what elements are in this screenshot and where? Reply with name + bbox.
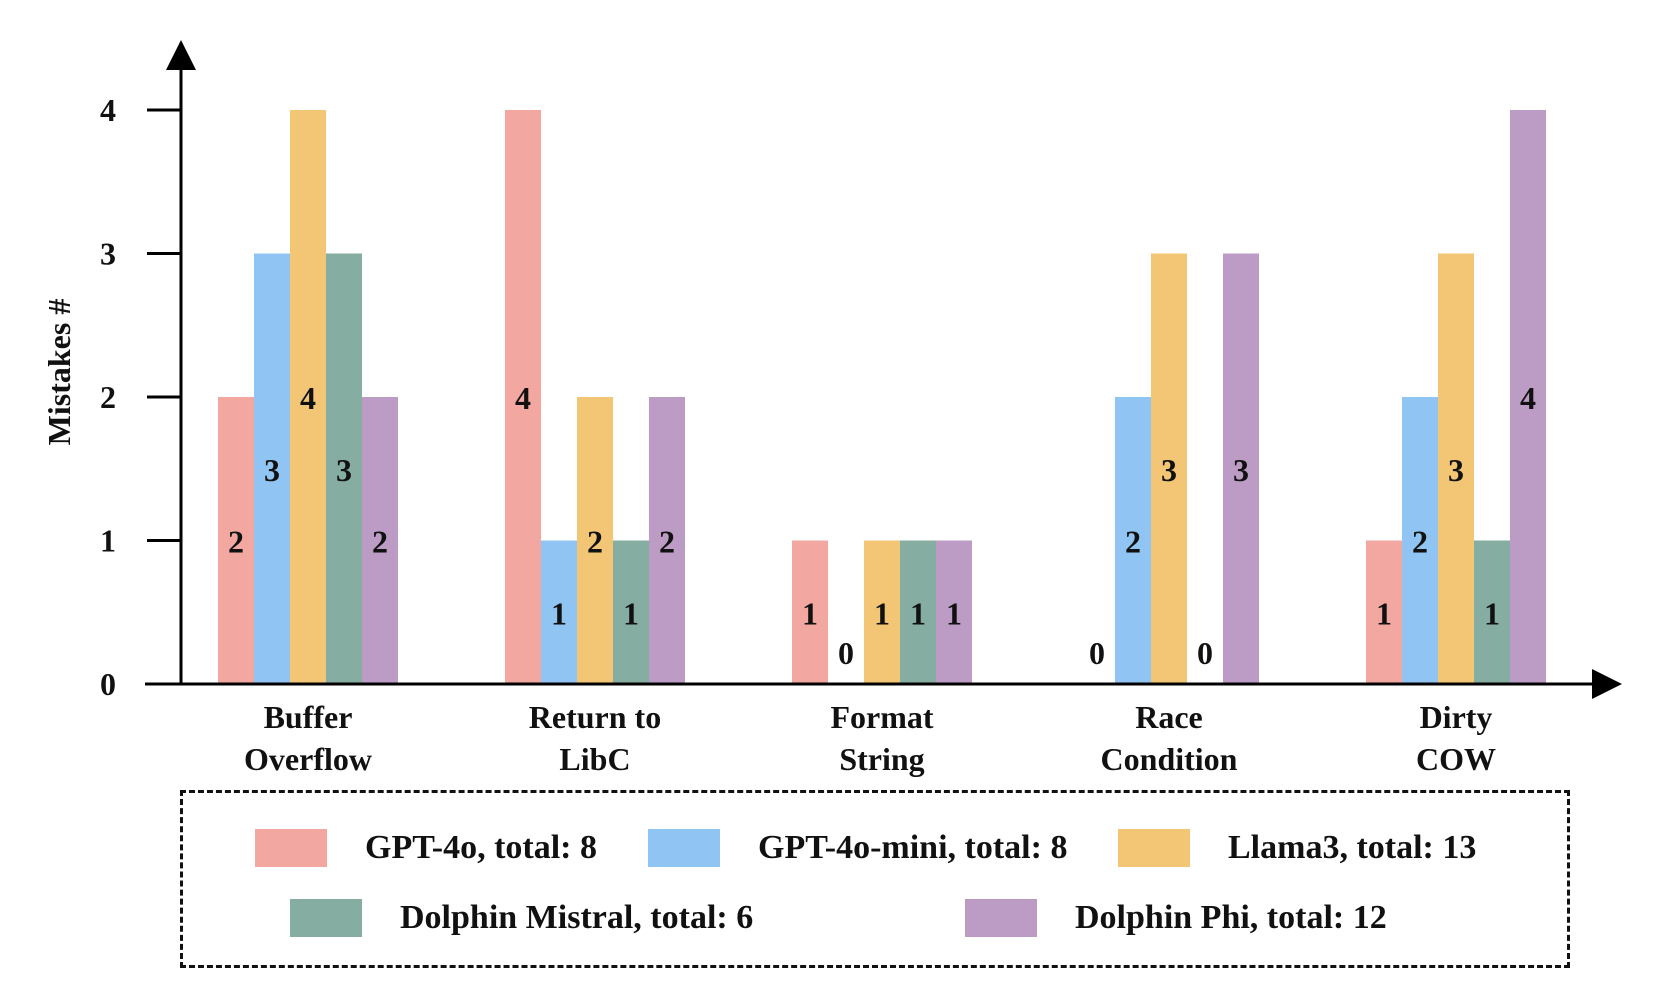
bar-dirty-cow-gpt-4o [1366, 540, 1402, 684]
x-tick-label-line: Dirty [1420, 699, 1493, 735]
x-tick-label-line: LibC [559, 741, 630, 777]
legend-label-gpt-4o: GPT-4o, total: 8 [365, 829, 598, 866]
bar-value-label-buffer-overflow-llama3: 4 [300, 380, 316, 416]
bar-buffer-overflow-llama3 [290, 110, 326, 684]
y-tick-label-4: 4 [100, 92, 116, 128]
y-tick-label-3: 3 [100, 236, 116, 272]
x-tick-label-line: Condition [1101, 741, 1238, 777]
bar-value-label-return-to-libc-gpt-4o-mini: 1 [551, 595, 567, 631]
legend-label-llama3: Llama3, total: 13 [1228, 829, 1477, 866]
axes-layer [145, 40, 1622, 699]
bar-race-condition-gpt-4o-mini [1115, 397, 1151, 684]
bar-value-label-dirty-cow-dolphin-phi: 4 [1520, 380, 1536, 416]
legend-swatch-dolphin-mistral [290, 899, 362, 937]
legend-label-dolphin-phi: Dolphin Phi, total: 12 [1075, 899, 1387, 936]
x-ticks-layer: Buffer Overflow Return to LibC Format String R… [244, 699, 1496, 777]
legend-swatch-gpt-4o [255, 829, 327, 867]
bar-format-string-llama3 [864, 540, 900, 684]
bar-return-to-libc-dolphin-mistral [613, 540, 649, 684]
bar-value-label-race-condition-dolphin-phi: 3 [1233, 452, 1249, 488]
legend-item-dolphin-phi: Dolphin Phi, total: 12 [965, 899, 1387, 937]
bar-value-label-race-condition-gpt-4o-mini: 2 [1125, 524, 1141, 560]
legend-item-dolphin-mistral: Dolphin Mistral, total: 6 [290, 899, 753, 937]
x-tick-label-line: String [839, 741, 924, 777]
bar-value-label-buffer-overflow-gpt-4o: 2 [228, 524, 244, 560]
bar-value-label-buffer-overflow-dolphin-phi: 2 [372, 524, 388, 560]
bar-value-label-return-to-libc-gpt-4o: 4 [515, 380, 531, 416]
x-tick-label-buffer-overflow: Buffer Overflow [244, 699, 372, 777]
bar-value-label-race-condition-dolphin-mistral: 0 [1197, 635, 1213, 671]
bar-dirty-cow-dolphin-phi [1510, 110, 1546, 684]
x-tick-label-format-string: Format String [830, 699, 933, 777]
x-tick-label-line: Buffer [264, 699, 353, 735]
bar-value-label-dirty-cow-llama3: 3 [1448, 452, 1464, 488]
bar-value-label-buffer-overflow-gpt-4o-mini: 3 [264, 452, 280, 488]
bar-dirty-cow-llama3 [1438, 253, 1474, 684]
bar-value-label-buffer-overflow-dolphin-mistral: 3 [336, 452, 352, 488]
bar-value-label-race-condition-llama3: 3 [1161, 452, 1177, 488]
bar-buffer-overflow-dolphin-mistral [326, 253, 362, 684]
legend-swatch-llama3 [1118, 829, 1190, 867]
x-tick-label-line: Race [1135, 699, 1203, 735]
y-axis-label: Mistakes # [41, 299, 77, 446]
bar-value-label-return-to-libc-llama3: 2 [587, 524, 603, 560]
bar-return-to-libc-gpt-4o [505, 110, 541, 684]
bar-return-to-libc-dolphin-phi [649, 397, 685, 684]
y-tick-label-0: 0 [100, 666, 116, 702]
y-ticks-layer: 0 1 2 3 4 [100, 92, 181, 702]
x-tick-label-line: Return to [529, 699, 661, 735]
x-tick-label-line: Format [830, 699, 933, 735]
legend-swatch-gpt-4o-mini [648, 829, 720, 867]
y-tick-label-2: 2 [100, 379, 116, 415]
bar-value-label-dirty-cow-dolphin-mistral: 1 [1484, 595, 1500, 631]
bars-layer [218, 110, 1546, 684]
legend-label-dolphin-mistral: Dolphin Mistral, total: 6 [400, 899, 754, 936]
bar-buffer-overflow-gpt-4o [218, 397, 254, 684]
bar-return-to-libc-llama3 [577, 397, 613, 684]
bar-buffer-overflow-dolphin-phi [362, 397, 398, 684]
bar-value-label-format-string-dolphin-mistral: 1 [910, 595, 926, 631]
bar-dirty-cow-dolphin-mistral [1474, 540, 1510, 684]
bar-value-label-return-to-libc-dolphin-phi: 2 [659, 524, 675, 560]
bar-value-label-dirty-cow-gpt-4o-mini: 2 [1412, 524, 1428, 560]
legend-swatch-dolphin-phi [965, 899, 1037, 937]
bar-value-label-dirty-cow-gpt-4o: 1 [1376, 595, 1392, 631]
bar-format-string-dolphin-phi [936, 540, 972, 684]
legend-item-llama3: Llama3, total: 13 [1118, 829, 1476, 867]
legend-item-gpt-4o: GPT-4o, total: 8 [255, 829, 597, 867]
bar-value-label-format-string-gpt-4o: 1 [802, 595, 818, 631]
bar-value-label-format-string-llama3: 1 [874, 595, 890, 631]
x-tick-label-line: Overflow [244, 741, 372, 777]
legend: GPT-4o, total: 8 GPT-4o-mini, total: 8 L… [180, 790, 1570, 968]
bar-value-label-format-string-dolphin-phi: 1 [946, 595, 962, 631]
legend-label-gpt-4o-mini: GPT-4o-mini, total: 8 [758, 829, 1068, 866]
bar-race-condition-dolphin-phi [1223, 253, 1259, 684]
bar-value-label-race-condition-gpt-4o: 0 [1089, 635, 1105, 671]
bar-buffer-overflow-gpt-4o-mini [254, 253, 290, 684]
x-tick-label-dirty-cow: Dirty COW [1416, 699, 1496, 777]
bar-value-label-format-string-gpt-4o-mini: 0 [838, 635, 854, 671]
bar-format-string-dolphin-mistral [900, 540, 936, 684]
bar-format-string-gpt-4o [792, 540, 828, 684]
bar-value-label-return-to-libc-dolphin-mistral: 1 [623, 595, 639, 631]
x-tick-label-return-to-libc: Return to LibC [529, 699, 661, 777]
legend-item-gpt-4o-mini: GPT-4o-mini, total: 8 [648, 829, 1067, 867]
x-tick-label-line: COW [1416, 741, 1496, 777]
bar-dirty-cow-gpt-4o-mini [1402, 397, 1438, 684]
x-tick-label-race-condition: Race Condition [1101, 699, 1238, 777]
y-tick-label-1: 1 [100, 523, 116, 559]
bar-return-to-libc-gpt-4o-mini [541, 540, 577, 684]
bar-race-condition-llama3 [1151, 253, 1187, 684]
